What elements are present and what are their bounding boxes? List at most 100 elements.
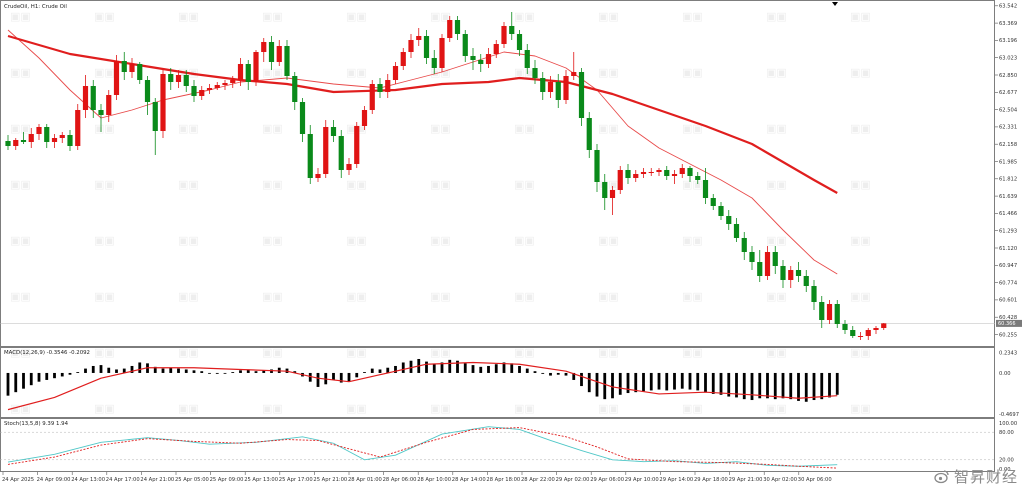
macd-bar <box>378 369 382 373</box>
macd-bar <box>339 372 343 383</box>
price-axis[interactable]: 63.542 63.369 63.196 63.023 62.850 62.677 62.5… <box>995 4 1018 339</box>
time-tick-label: 29 Apr 10:00 <box>625 477 659 483</box>
candle-body <box>183 75 189 86</box>
watermark-grid: ▣▣ ▣▣ ▣▣ ▣▣ ▣▣ ▣▣ ▣▣ ▣▣ ▣▣ ▣▣ ▣▣ ▣▣ ▣▣ ▣▣ ▣▣ ▣▣ ▣▣ ▣▣ ▣▣ ▣▣… <box>10 10 871 415</box>
stochastic-pane[interactable]: Stoch(13,5,8) 9.39 1.94 100.00 80.00 20.00… <box>0 418 1017 473</box>
watermark-mark: ▣▣ <box>514 290 535 303</box>
stochastic-lines <box>0 426 994 469</box>
candle-body <box>323 127 329 174</box>
candle <box>144 76 151 115</box>
candle <box>13 138 19 150</box>
candle-body <box>540 78 546 92</box>
candle-body <box>726 216 732 224</box>
watermark-mark: ▣▣ <box>766 346 787 359</box>
price-pane[interactable]: CrudeOil, H1: Crude Oil 63.542 63.369 63.1… <box>0 0 1022 347</box>
price-tick-label: 61.985 <box>999 159 1017 165</box>
candle <box>795 262 802 282</box>
candle-body <box>431 58 437 68</box>
candle <box>299 98 306 142</box>
watermark-mark: ▣▣ <box>178 346 199 359</box>
candle <box>323 120 329 178</box>
watermark-mark: ▣▣ <box>262 66 283 79</box>
candle <box>625 164 631 184</box>
candle-body <box>741 238 747 252</box>
time-axis[interactable]: 24 Apr 2025 24 Apr 09:00 24 Apr 13:00 24 Ap… <box>2 472 832 483</box>
candle <box>803 270 809 292</box>
macd-histogram <box>6 358 839 411</box>
candle-body <box>137 64 143 80</box>
candle <box>261 38 267 62</box>
macd-bar <box>727 372 731 397</box>
candle-body <box>857 336 864 337</box>
macd-bar <box>456 360 459 373</box>
macd-bar <box>804 372 808 402</box>
watermark-mark: ▣▣ <box>766 66 787 79</box>
candle <box>206 84 213 94</box>
candle <box>516 30 523 56</box>
stochastic-tick-label: 0.00 <box>999 467 1011 473</box>
candle-body <box>447 20 453 38</box>
candle <box>284 40 290 80</box>
macd-bar <box>758 372 762 399</box>
macd-bar <box>649 372 653 391</box>
watermark-mark: ▣▣ <box>10 66 31 79</box>
macd-bar <box>440 362 444 373</box>
macd-bar <box>76 372 80 373</box>
watermark-mark: ▣▣ <box>598 122 619 135</box>
candle <box>361 106 368 130</box>
candle-body <box>191 86 197 96</box>
candle <box>640 168 647 178</box>
candle <box>230 76 236 88</box>
ma-fast-line <box>7 29 838 275</box>
macd-bar <box>347 372 351 382</box>
candle <box>137 62 143 84</box>
candle-body <box>129 64 135 72</box>
candle <box>315 168 321 182</box>
watermark-mark: ▣▣ <box>94 122 115 135</box>
watermark-mark: ▣▣ <box>682 66 703 79</box>
candle <box>75 104 81 150</box>
price-tick-label: 62.504 <box>999 107 1018 113</box>
candle <box>609 186 616 215</box>
macd-bar <box>696 372 700 391</box>
candle-body <box>788 270 794 280</box>
watermark-mark: ▣▣ <box>10 10 31 23</box>
candle <box>532 60 538 84</box>
macd-bar <box>463 363 467 373</box>
watermark-mark: ▣▣ <box>94 66 115 79</box>
shift-marker-icon[interactable] <box>832 2 838 6</box>
candle-body <box>695 176 701 180</box>
candle <box>881 323 887 330</box>
candle-body <box>648 172 654 173</box>
candle <box>222 80 228 90</box>
watermark-mark: ▣▣ <box>514 122 535 135</box>
candle-body <box>563 76 569 100</box>
candle-body <box>416 36 422 40</box>
current-price-label: 60.366 <box>998 321 1016 327</box>
candle-body <box>478 60 484 64</box>
candle <box>330 120 337 142</box>
candle <box>578 68 585 126</box>
candle-body <box>330 127 337 136</box>
candle <box>454 16 461 40</box>
candle <box>416 28 422 46</box>
candle-body <box>222 83 228 85</box>
macd-bar <box>626 372 630 394</box>
candle <box>726 210 732 230</box>
candle <box>547 76 554 98</box>
watermark-mark: ▣▣ <box>766 178 787 191</box>
candle <box>44 124 50 148</box>
candle-body <box>842 324 848 330</box>
candle-body <box>98 110 104 115</box>
watermark-mark: ▣▣ <box>850 346 871 359</box>
candle-body <box>679 168 685 174</box>
candle <box>819 296 825 328</box>
macd-bar <box>642 372 645 392</box>
watermark-mark: ▣▣ <box>178 402 199 415</box>
macd-pane[interactable]: MACD(12,26,9) -0.3546 -0.2092 0.2343 0.00… <box>0 347 1020 418</box>
watermark-mark: ▣▣ <box>178 290 199 303</box>
candle-body <box>338 136 344 170</box>
macd-bar <box>820 372 824 400</box>
